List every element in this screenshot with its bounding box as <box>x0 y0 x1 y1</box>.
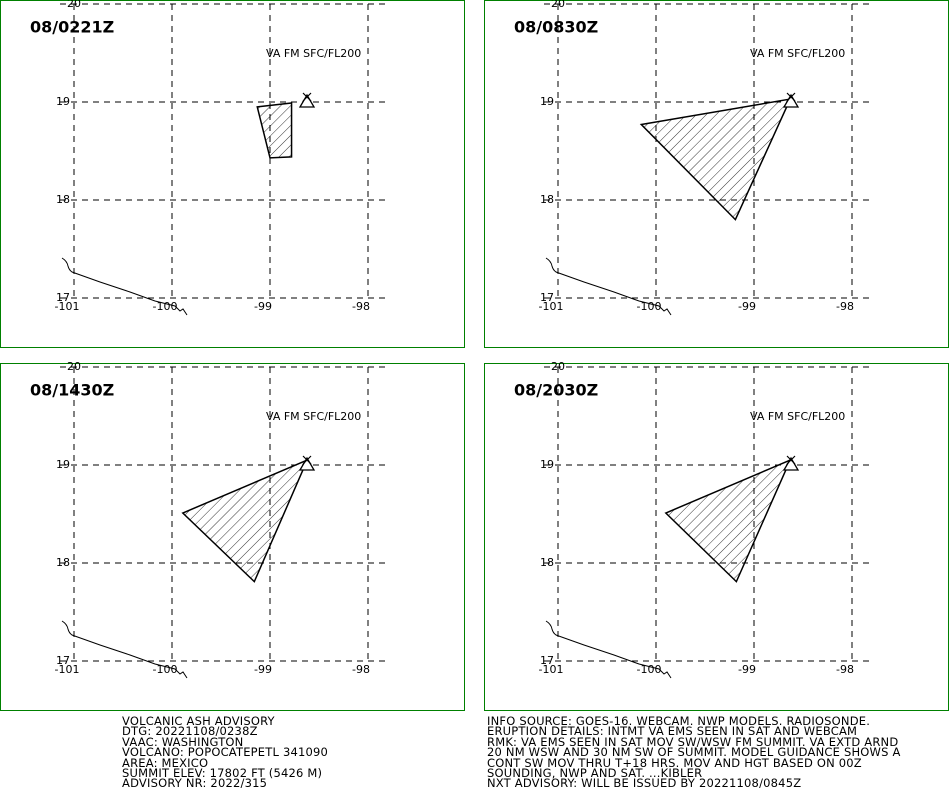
ash-area <box>639 98 792 221</box>
lon-label: -98 <box>836 663 854 676</box>
lat-label: 18 <box>56 193 70 206</box>
lat-label: 19 <box>56 458 70 471</box>
advisory-right: INFO SOURCE: GOES-16. WEBCAM. NWP MODELS… <box>487 714 901 791</box>
lon-label: -101 <box>55 663 80 676</box>
panel-border <box>484 0 949 348</box>
advisory-line: AREA: MEXICO <box>122 755 209 770</box>
ash-level: VA FM SFC/FL200 <box>750 47 845 60</box>
map-panel: -101 -100 -99 -98 17 18 19 20 08/2030Z VA FM SFC/… <box>484 360 949 711</box>
lat-label: 18 <box>540 193 554 206</box>
ash-area <box>664 458 792 583</box>
valid-time: 08/2030Z <box>514 381 598 400</box>
advisory-line: ADVISORY NR: 2022/315 <box>122 776 268 791</box>
lat-label: 19 <box>540 458 554 471</box>
lon-label: -98 <box>352 300 370 313</box>
lon-label: -99 <box>254 300 272 313</box>
advisory-line: 20 NM WSW AND 30 NM SW OF SUMMIT. MODEL … <box>487 745 901 760</box>
lon-label: -100 <box>153 663 178 676</box>
lon-label: -99 <box>738 663 756 676</box>
advisory-left: VOLCANIC ASH ADVISORY DTG: 20221108/0238Z… <box>122 714 329 791</box>
ash-level: VA FM SFC/FL200 <box>266 47 361 60</box>
lon-label: -100 <box>637 300 662 313</box>
advisory-line: VOLCANIC ASH ADVISORY <box>122 714 275 728</box>
valid-time: 08/1430Z <box>30 381 114 400</box>
ash-level: VA FM SFC/FL200 <box>266 410 361 423</box>
lon-label: -98 <box>352 663 370 676</box>
advisory-line: DTG: 20221108/0238Z <box>122 724 258 739</box>
advisory-line: VOLCANO: POPOCATEPETL 341090 <box>122 745 329 760</box>
map-panel: -101 -100 -99 -98 17 18 19 20 08/0830Z VA FM SFC/… <box>484 0 949 348</box>
lon-label: -100 <box>637 663 662 676</box>
ash-area <box>181 458 309 583</box>
valid-time: 08/0221Z <box>30 18 114 37</box>
valid-time: 08/0830Z <box>514 18 598 37</box>
lon-label: -101 <box>55 300 80 313</box>
lat-label: 17 <box>540 654 554 667</box>
lat-label: 18 <box>540 556 554 569</box>
ash-area <box>256 102 293 159</box>
advisory-line: VAAC: WASHINGTON <box>122 734 244 749</box>
lon-label: -99 <box>738 300 756 313</box>
lat-label: 20 <box>551 0 565 10</box>
advisory-line: INFO SOURCE: GOES-16. WEBCAM. NWP MODELS… <box>487 714 871 728</box>
lat-label: 19 <box>540 95 554 108</box>
lat-label: 20 <box>67 360 81 373</box>
lat-label: 17 <box>56 291 70 304</box>
ash-level: VA FM SFC/FL200 <box>750 410 845 423</box>
advisory-line: SUMMIT ELEV: 17802 FT (5426 M) <box>122 766 323 781</box>
map-panel: -101 -100 -99 -98 17 18 19 20 08/0221Z VA FM SFC/… <box>0 0 465 348</box>
advisory-line: CONT SW MOV THRU T+18 HRS. MOV AND HGT B… <box>487 755 862 770</box>
advisory-line: ERUPTION DETAILS: INTMT VA EMS SEEN IN S… <box>487 724 858 739</box>
panel-border <box>0 363 465 711</box>
lon-label: -101 <box>539 663 564 676</box>
panel-border <box>0 0 465 348</box>
advisory-line: NXT ADVISORY: WILL BE ISSUED BY 20221108… <box>487 776 802 791</box>
advisory-line: RMK: VA EMS SEEN IN SAT MOV SW/WSW FM SU… <box>487 734 899 749</box>
lon-label: -99 <box>254 663 272 676</box>
lat-label: 20 <box>67 0 81 10</box>
lat-label: 19 <box>56 95 70 108</box>
lon-label: -98 <box>836 300 854 313</box>
volcano-symbol <box>299 92 315 108</box>
lat-label: 17 <box>56 654 70 667</box>
panel-border <box>484 363 949 711</box>
lat-label: 17 <box>540 291 554 304</box>
lon-label: -101 <box>539 300 564 313</box>
advisory-line: SOUNDING, NWP AND SAT. ...KIBLER <box>487 766 703 781</box>
lat-label: 18 <box>56 556 70 569</box>
map-panel: -101 -100 -99 -98 17 18 19 20 08/1430Z VA FM SFC/… <box>0 360 465 711</box>
lon-label: -100 <box>153 300 178 313</box>
lat-label: 20 <box>551 360 565 373</box>
